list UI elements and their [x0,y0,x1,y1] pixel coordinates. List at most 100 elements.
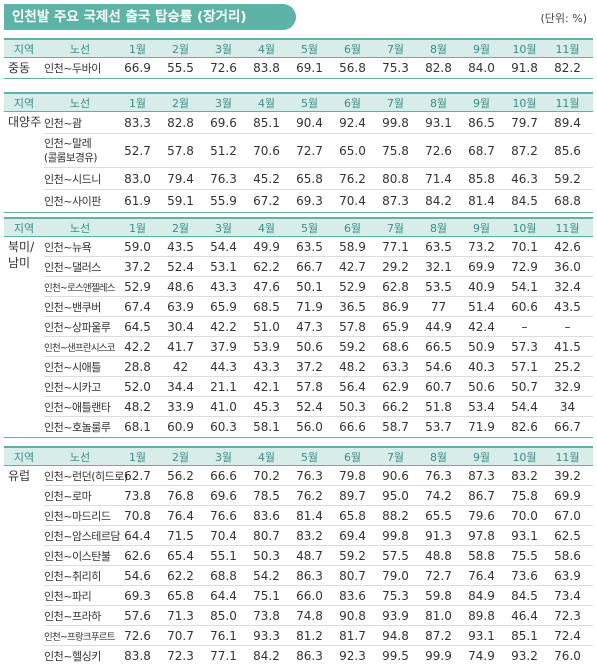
header-month-5: 5월 [300,221,319,235]
value-cell-month-2: 62.2 [167,568,194,583]
header-month-2: 2월 [171,450,190,464]
value-cell-month-2: 42 [172,359,189,374]
value-cell-month-9: 89.8 [468,608,495,623]
value-cell-month-2: 65.4 [167,548,194,563]
value-cell-month-2: 65.8 [167,588,194,603]
value-cell-month-9: 71.9 [468,420,495,434]
header-month-3: 3월 [214,96,233,110]
value-cell-month-4: 45.2 [253,171,280,186]
value-cell-month-6: 89.7 [339,488,366,503]
value-cell-month-8: 81.0 [425,608,452,623]
value-cell-month-2: 82.8 [167,115,194,130]
value-cell-month-4: 68.5 [253,299,280,314]
table-row: 인천~상파울루 64.5 30.4 42.2 51.0 47.3 57.8 65.9 44.9 4… [44,317,593,337]
value-cell-month-7: 94.8 [382,628,409,643]
value-cell-month-10: 57.1 [511,359,538,374]
value-cell-month-11: 89.4 [554,115,581,130]
value-cell-month-1: 28.8 [124,359,151,374]
table-row: 인천~뉴욕 59.0 43.5 54.4 49.9 63.5 58.9 77.1 63.5 73.… [44,237,593,257]
header-month-10: 10월 [512,96,537,110]
value-cell-month-4: 50.3 [253,548,280,563]
value-cell-month-3: 21.1 [210,379,237,394]
value-cell-month-9: 50.6 [468,379,495,394]
value-cell-month-1: 64.4 [124,528,151,543]
value-cell-month-10: 57.3 [511,339,538,354]
value-cell-month-10: 54.1 [511,279,538,294]
value-cell-month-6: 59.2 [339,339,366,354]
table-row: 인천~파리 69.3 65.8 64.4 75.1 66.0 83.6 75.3 59.8 84.… [44,586,593,606]
value-cell-month-9: 81.4 [468,194,495,208]
route-name: 인천~샌프란시스코 [44,342,115,354]
value-cell-month-2: 76.4 [167,508,194,523]
value-cell-month-8: 53.5 [425,279,452,294]
value-cell-month-8: 99.9 [425,649,452,663]
value-cell-month-10: 93.1 [511,528,538,543]
value-cell-month-7: 63.3 [382,359,409,374]
header-month-1: 1월 [128,221,147,235]
header-route: 노선 [69,450,91,464]
value-cell-month-10: 84.5 [511,194,538,208]
value-cell-month-1: 64.5 [124,319,151,334]
route-name: 인천~프라하 [44,609,101,623]
route-name: 인천~말레 (콜롬보경유) [44,136,116,166]
value-cell-month-3: 60.3 [210,420,237,434]
value-cell-month-8: 66.5 [425,339,452,354]
value-cell-month-3: 64.4 [210,588,237,603]
value-cell-month-10: 83.2 [511,468,538,483]
value-cell-month-3: 76.6 [210,508,237,523]
value-cell-month-5: 83.2 [296,528,323,543]
route-name-line: 인천~말레 [44,136,92,150]
table-header-row: 지역 노선 1월 2월 3월 4월 5월 6월 7월 8월 9월 10월 11월 [4,446,593,466]
table-row: 인천~괌 83.3 82.8 69.6 85.1 90.4 92.4 99.8 93.1 86.5… [44,112,593,134]
value-cell-month-3: 65.9 [210,299,237,314]
header-month-1: 1월 [128,450,147,464]
value-cell-month-5: 50.6 [296,339,323,354]
header-route: 노선 [69,221,91,235]
value-cell-month-5: 76.2 [296,488,323,503]
value-cell-month-10: 73.6 [511,568,538,583]
value-cell-month-1: 52.9 [124,279,151,294]
value-cell-month-1: 83.0 [124,171,151,186]
value-cell-month-10: 85.1 [511,628,538,643]
route-name: 인천~사이판 [44,195,101,208]
header-month-3: 3월 [214,221,233,235]
value-cell-month-4: 84.2 [253,649,280,663]
value-cell-month-10: 46.4 [511,608,538,623]
value-cell-month-1: 61.9 [124,194,151,208]
route-name: 인천~파리 [44,589,92,603]
value-cell-month-1: 67.4 [124,299,151,314]
title-bar: 인천발 주요 국제선 출국 탑승률 (장거리) (단위: %) [0,0,597,34]
value-cell-month-4: 70.2 [253,468,280,483]
value-cell-month-6: 57.8 [339,319,366,334]
value-cell-month-7: 88.2 [382,508,409,523]
route-name: 인천~시애틀 [44,360,101,374]
region-label: 중동 [8,61,31,75]
value-cell-month-4: 51.0 [253,319,280,334]
value-cell-month-4: 43.3 [253,359,280,374]
header-month-4: 4월 [257,96,276,110]
value-cell-month-5: 86.3 [296,568,323,583]
value-cell-month-5: 74.8 [296,608,323,623]
value-cell-month-3: 76.1 [210,628,237,643]
value-cell-month-9: 79.6 [468,508,495,523]
page-title: 인천발 주요 국제선 출국 탑승률 (장거리) [4,4,296,30]
value-cell-month-9: 40.3 [468,359,495,374]
value-cell-month-10: 70.0 [511,508,538,523]
table-row: 인천~로마 73.8 76.8 69.6 78.5 76.2 89.7 95.0 74.2 86.… [44,486,593,506]
value-cell-month-3: 69.6 [210,488,237,503]
value-cell-month-11: 59.2 [554,171,581,186]
route-name: 인천~밴쿠버 [44,300,101,314]
value-cell-month-10: 87.2 [511,143,538,158]
value-cell-month-3: 51.2 [210,143,237,158]
value-cell-month-6: 56.4 [339,379,366,394]
value-cell-month-6: 48.2 [339,359,366,374]
value-cell-month-1: 72.6 [124,628,151,643]
table-row: 인천~시드니 83.0 79.4 76.3 45.2 65.8 76.2 80.8 71.4 85… [44,168,593,190]
value-cell-month-5: 63.5 [296,239,323,254]
value-cell-month-9: 74.9 [468,649,495,663]
value-cell-month-4: 54.2 [253,568,280,583]
value-cell-month-8: 91.3 [425,528,452,543]
value-cell-month-7: 80.8 [382,171,409,186]
route-name: 인천~헬싱키 [44,650,101,663]
value-cell-month-6: 66.6 [339,420,366,434]
